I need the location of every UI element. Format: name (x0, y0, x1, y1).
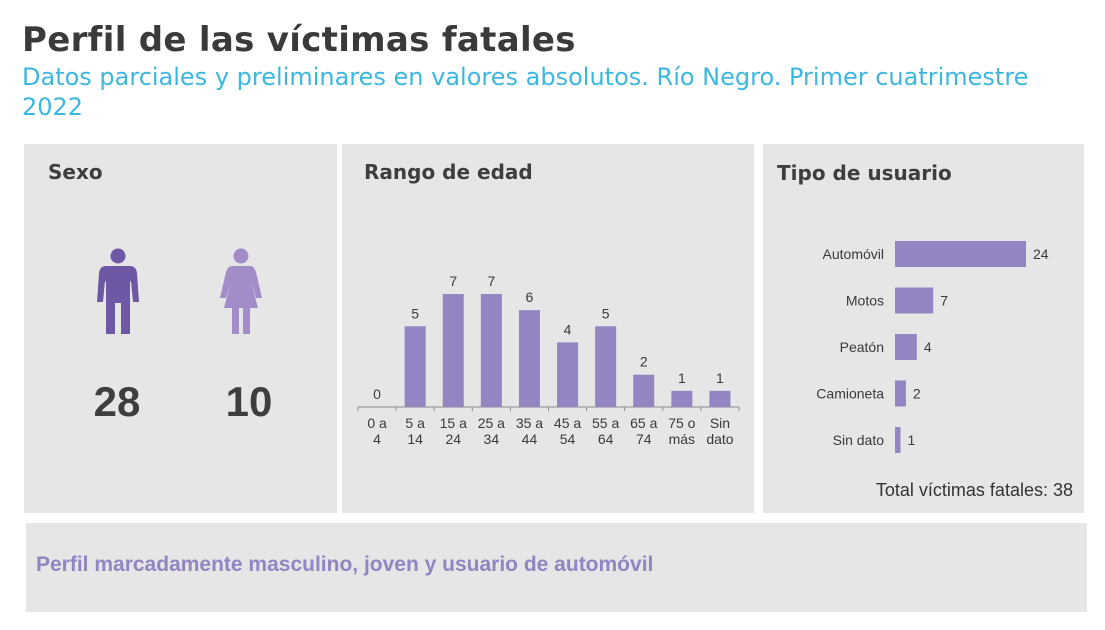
user-category-label: Sin dato (833, 432, 885, 448)
age-category-label: 55 a 64 (592, 415, 619, 447)
male-count: 28 (93, 378, 141, 425)
male-icon (97, 248, 139, 334)
page-subtitle: Datos parciales y preliminares en valore… (22, 63, 1029, 121)
age-category-label: Sin dato (706, 415, 733, 447)
age-value-label: 5 (411, 305, 419, 321)
user-type-chart: Automóvil 24 Motos 7 Peatón 4 Camioneta 2 Sin da… (816, 241, 1049, 453)
summary-text: Perfil marcadamente masculino, joven y u… (36, 553, 654, 576)
age-bar-4 (518, 310, 540, 407)
page-title: Perfil de las víctimas fatales (22, 20, 576, 60)
summary-panel: Perfil marcadamente masculino, joven y u… (26, 523, 1087, 612)
age-bar-7 (633, 374, 655, 407)
age-value-label: 1 (678, 370, 686, 386)
user-category-label: Automóvil (823, 246, 884, 262)
age-category-label: 35 a 44 (516, 415, 543, 447)
edad-title: Rango de edad (364, 160, 533, 184)
age-value-label: 6 (526, 289, 534, 305)
user-bar-0 (895, 241, 1026, 267)
female-icon (220, 248, 262, 334)
age-chart: 0 0 a 4 5 5 a 14 7 15 a 24 7 25 a 34 6 35 a 44 4 45 a 54 5… (357, 273, 740, 447)
age-category-label: 75 o más (668, 415, 695, 447)
age-category-label: 65 a 74 (630, 415, 657, 447)
sexo-title: Sexo (48, 160, 103, 184)
age-bar-9 (709, 390, 731, 407)
age-bar-5 (557, 342, 579, 407)
user-value-label: 4 (924, 339, 932, 355)
age-bar-1 (404, 326, 426, 407)
user-bar-2 (895, 334, 917, 360)
age-bar-8 (671, 390, 693, 407)
user-category-label: Motos (846, 293, 884, 309)
user-bar-3 (895, 380, 906, 407)
tipo-title: Tipo de usuario (777, 161, 952, 185)
age-value-label: 2 (640, 354, 648, 370)
age-value-label: 0 (373, 386, 381, 402)
sexo-panel: Sexo 28 10 (24, 144, 337, 513)
age-bar-2 (442, 294, 464, 407)
user-category-label: Peatón (840, 339, 884, 355)
user-value-label: 24 (1033, 246, 1049, 262)
user-bar-1 (895, 287, 934, 314)
total-label: Total víctimas fatales: 38 (875, 480, 1073, 500)
age-value-label: 1 (716, 370, 724, 386)
age-value-label: 5 (602, 305, 610, 321)
age-category-label: 25 a 34 (478, 415, 505, 447)
age-bar-3 (480, 294, 502, 407)
female-count: 10 (225, 378, 273, 425)
age-bar-6 (595, 326, 617, 407)
age-value-label: 4 (564, 321, 572, 337)
user-value-label: 7 (940, 293, 948, 309)
age-category-label: 15 a 24 (440, 415, 467, 447)
user-value-label: 2 (913, 386, 921, 402)
user-value-label: 1 (907, 432, 915, 448)
user-category-label: Camioneta (816, 386, 884, 402)
tipo-panel: Tipo de usuario Automóvil 24 Motos 7 Peatón 4… (763, 144, 1084, 513)
age-value-label: 7 (449, 273, 457, 289)
age-category-label: 45 a 54 (554, 415, 581, 447)
age-value-label: 7 (487, 273, 495, 289)
age-category-label: 5 a 14 (405, 415, 425, 447)
user-bar-4 (895, 427, 901, 453)
